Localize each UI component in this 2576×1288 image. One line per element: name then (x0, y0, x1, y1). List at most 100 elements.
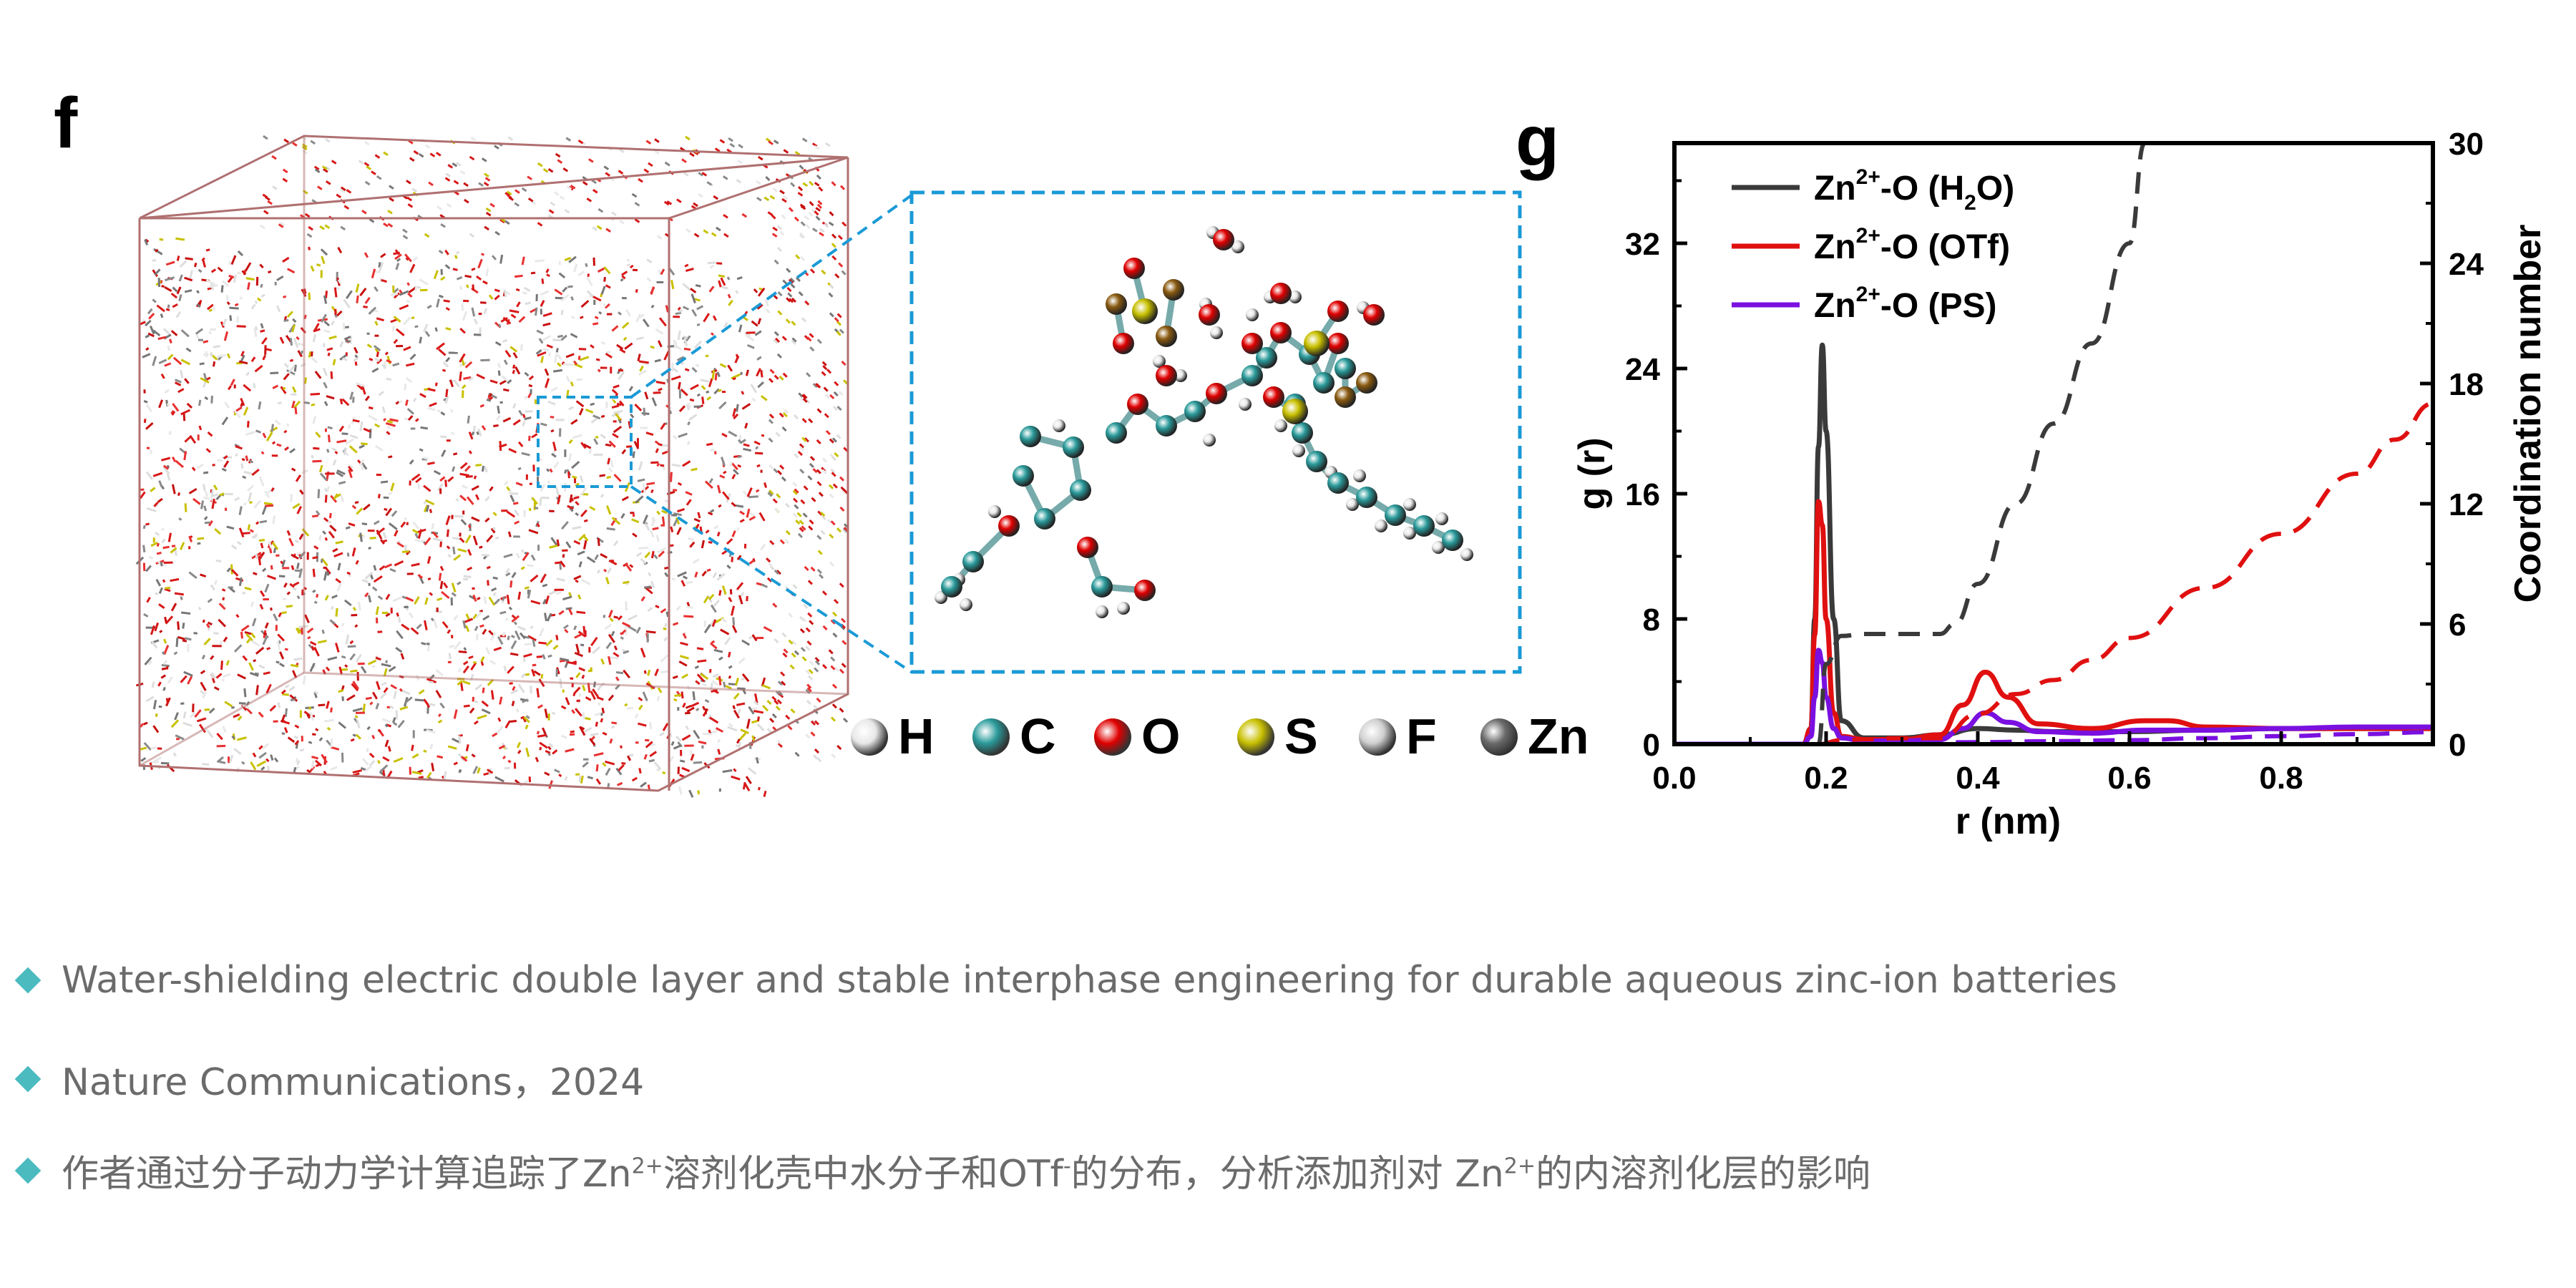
panel-label-f: f (54, 83, 78, 163)
y-tick-label: 0 (1643, 728, 1660, 763)
atom-sphere (1335, 386, 1356, 408)
atom-sphere (1270, 283, 1292, 304)
md-simulation-box (135, 135, 849, 798)
diamond-bullet-icon (14, 967, 42, 994)
atom-legend-label-h: H (898, 708, 935, 764)
hydrogen-atom (1231, 240, 1244, 253)
atom-sphere (1327, 333, 1349, 354)
atom-sphere (998, 515, 1020, 537)
summary-text: 作者通过分子动力学计算追踪了Zn2+溶剂化壳中水分子和OTf-的分布，分析添加剂… (62, 1153, 1871, 1196)
hydrogen-atom (1210, 326, 1223, 339)
atom-sphere (1184, 401, 1206, 422)
hydrogen-atom (1174, 369, 1187, 382)
legend-entry: Zn2+-O (H2O) (1814, 165, 2014, 215)
hydrogen-atom (1292, 444, 1305, 457)
atom-sphere (1077, 537, 1098, 558)
atom-legend-label-zn: Zn (1528, 708, 1589, 764)
atom-sphere (1132, 298, 1158, 324)
hydrogen-atom (1375, 519, 1387, 532)
atom-sphere (1327, 301, 1349, 322)
atom-sphere (1106, 422, 1127, 444)
atom-sphere (1385, 504, 1406, 526)
atom-legend-sphere-zn (1480, 718, 1518, 756)
series-group (1674, 143, 2433, 744)
atom-sphere (1063, 436, 1084, 458)
bullet-item-paper-title: Water-shielding electric double layer an… (10, 959, 2117, 1002)
atom-sphere (1156, 415, 1177, 436)
atom-sphere (1020, 426, 1041, 447)
y2-tick-label: 30 (2449, 127, 2484, 162)
atom-sphere (1070, 479, 1091, 501)
atom-sphere (1356, 487, 1377, 508)
hydrogen-atom (960, 598, 972, 611)
atom-sphere (1156, 326, 1177, 347)
diamond-bullet-icon (14, 1065, 42, 1092)
zoomed-solvation-cluster (909, 190, 1522, 674)
atom-sphere (1163, 279, 1184, 301)
diamond-bullet-icon (14, 1157, 42, 1184)
atom-legend-sphere-c (972, 718, 1010, 756)
y2-tick-label: 24 (2449, 247, 2484, 282)
rdf-chart: 0.0 0.2 0.4 0.6 0.8 0 8 16 24 32 0 6 12 18 24 30 r (nm) g… (1571, 127, 2549, 842)
atom-sphere (1304, 331, 1330, 356)
atom-sphere (1313, 372, 1335, 394)
x-tick-label: 0.8 (2259, 761, 2303, 796)
plot-frame (1672, 141, 2435, 746)
y-tick-label: 16 (1625, 477, 1660, 512)
y2-tick-label: 18 (2449, 367, 2484, 402)
atom-sphere (1282, 399, 1308, 424)
panel-label-g: g (1516, 101, 1560, 181)
y-axis-label: g (r) (1571, 437, 1613, 509)
hydrogen-atom (1246, 308, 1259, 321)
atom-sphere (1413, 515, 1435, 537)
atom-sphere (1213, 229, 1234, 250)
hydrogen-atom (988, 505, 1001, 518)
zoom-frame (909, 190, 1522, 674)
hydrogen-atom (1203, 434, 1216, 447)
y2-axis-label: Coordination number (2507, 225, 2549, 603)
atom-sphere (1327, 472, 1349, 494)
atom-legend-sphere-o (1094, 718, 1131, 756)
atom-sphere (1127, 394, 1148, 415)
paper-title: Water-shielding electric double layer an… (62, 959, 2117, 1002)
atom-sphere (1134, 580, 1156, 601)
atom-legend-sphere-s (1237, 718, 1274, 756)
atom-sphere (1292, 422, 1313, 444)
bullet-item-journal: Nature Communications，2024 (10, 1052, 644, 1106)
legend-entry: Zn2+-O (PS) (1814, 283, 1997, 325)
y2-tick-label: 0 (2449, 728, 2466, 763)
hydrogen-atom (1435, 512, 1448, 525)
atom-sphere (1106, 293, 1127, 315)
series-line-ps-gr (1674, 648, 2433, 744)
zoom-region-box (537, 396, 633, 488)
x-axis-label: r (nm) (1956, 801, 2061, 842)
hydrogen-atom (1403, 498, 1416, 511)
molecule-cloud (135, 135, 849, 798)
atom-sphere (1335, 358, 1356, 379)
atom-sphere (1270, 322, 1292, 343)
x-tick-label: 0.4 (1956, 761, 2000, 796)
y2-tick-label: 6 (2449, 608, 2466, 643)
atom-legend-label-s: S (1284, 708, 1318, 764)
atom-legend: H C O S F Zn (851, 708, 1589, 764)
series-line-otf-cn (1818, 401, 2433, 744)
atom-sphere (1306, 451, 1327, 472)
hydrogen-atom (1274, 419, 1287, 432)
atom-sphere (1091, 576, 1113, 597)
atom-sphere (1442, 530, 1463, 551)
atom-sphere (1013, 465, 1034, 487)
atom-legend-label-f: F (1406, 708, 1437, 764)
atom-sphere (1356, 372, 1377, 394)
series-line-water-gr (1674, 342, 2433, 744)
series-line-otf-gr (1674, 499, 2433, 744)
atom-sphere (941, 576, 962, 597)
zoom-connector-bottom (630, 485, 914, 674)
atom-sphere (1256, 347, 1277, 369)
journal-year: Nature Communications，2024 (62, 1061, 645, 1104)
hydrogen-atom (1346, 498, 1359, 511)
x-tick-label: 0.6 (2107, 761, 2151, 796)
x-tick-label: 0.2 (1804, 761, 1848, 796)
hydrogen-atom (1053, 419, 1065, 432)
hydrogen-atom (1117, 602, 1130, 615)
